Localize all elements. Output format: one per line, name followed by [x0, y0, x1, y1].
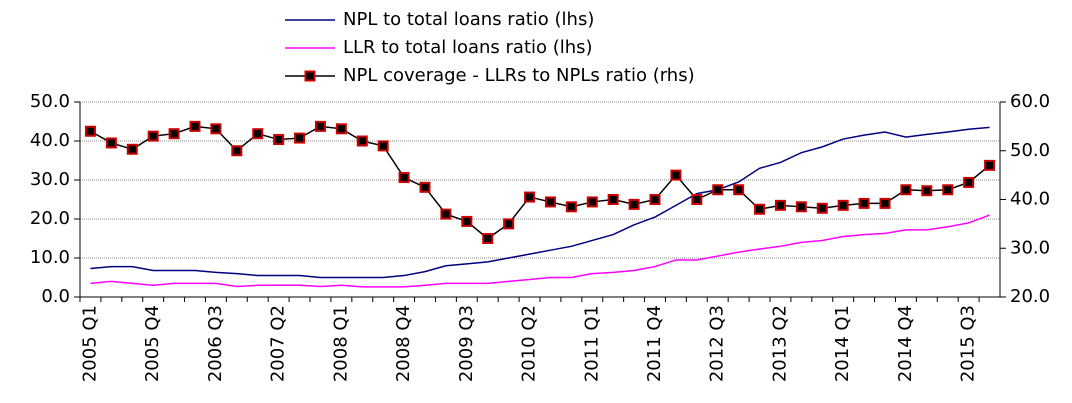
- x-tick-label: 2014 Q1: [832, 305, 853, 382]
- y2-tick-label: 40.0: [1010, 189, 1050, 210]
- marker: [524, 191, 536, 203]
- series-line: [90, 214, 990, 288]
- marker: [691, 194, 703, 205]
- x-tick-label: 2009 Q3: [456, 305, 477, 382]
- marker: [356, 135, 368, 147]
- marker: [126, 143, 138, 155]
- marker: [942, 184, 954, 196]
- marker: [921, 185, 933, 197]
- legend-marker: [304, 70, 316, 82]
- marker: [754, 203, 766, 215]
- x-tick-label: 2005 Q1: [79, 305, 100, 382]
- y2-tick-label: 60.0: [1010, 91, 1050, 112]
- marker: [294, 132, 306, 144]
- marker: [544, 196, 556, 208]
- y-tick-label: 10.0: [30, 247, 70, 268]
- marker: [816, 202, 828, 214]
- marker: [147, 130, 159, 142]
- marker: [670, 169, 682, 181]
- legend-label: NPL coverage - LLRs to NPLs ratio (rhs): [343, 65, 695, 86]
- series-line: [90, 125, 991, 240]
- marker: [712, 184, 724, 196]
- marker: [419, 181, 431, 193]
- x-tick-label: 2008 Q1: [330, 305, 351, 382]
- y-tick-label: 0.0: [41, 286, 70, 307]
- marker: [461, 215, 473, 227]
- marker: [879, 197, 891, 209]
- marker: [858, 197, 870, 209]
- marker: [210, 123, 222, 135]
- x-tick-label: 2013 Q2: [769, 305, 790, 382]
- y2-tick-label: 50.0: [1010, 140, 1050, 161]
- marker: [649, 194, 661, 205]
- marker: [963, 176, 975, 188]
- legend-label: NPL to total loans ratio (lhs): [343, 9, 594, 30]
- y-tick-label: 40.0: [30, 130, 70, 151]
- x-tick-label: 2011 Q1: [581, 305, 602, 382]
- marker: [774, 199, 786, 211]
- marker: [335, 123, 347, 135]
- marker: [314, 120, 326, 132]
- y-tick-label: 30.0: [30, 169, 70, 190]
- x-tick-label: 2006 Q3: [205, 305, 226, 382]
- marker: [503, 218, 515, 230]
- marker: [252, 128, 264, 140]
- x-tick-label: 2014 Q4: [895, 305, 916, 382]
- y2-tick-label: 30.0: [1010, 237, 1050, 258]
- marker: [733, 184, 745, 196]
- y2-tick-label: 20.0: [1010, 286, 1050, 307]
- x-tick-label: 2015 Q3: [958, 305, 979, 382]
- x-tick-label: 2010 Q2: [519, 305, 540, 382]
- marker: [837, 199, 849, 211]
- x-tick-label: 2011 Q4: [644, 305, 665, 382]
- marker: [377, 140, 389, 152]
- x-tick-label: 2005 Q4: [142, 305, 163, 382]
- legend-label: LLR to total loans ratio (lhs): [343, 37, 593, 58]
- marker: [984, 159, 996, 171]
- marker: [273, 134, 285, 146]
- marker: [565, 201, 577, 213]
- series-line: [90, 126, 990, 279]
- marker: [398, 172, 410, 184]
- x-tick-label: 2007 Q2: [268, 305, 289, 382]
- marker: [168, 128, 180, 140]
- x-tick-label: 2012 Q3: [707, 305, 728, 382]
- y-tick-label: 20.0: [30, 208, 70, 229]
- marker: [900, 184, 912, 196]
- marker: [628, 198, 640, 210]
- marker: [440, 208, 452, 220]
- y-tick-label: 50.0: [30, 91, 70, 112]
- marker: [482, 233, 494, 244]
- marker: [189, 120, 201, 132]
- marker: [84, 125, 96, 137]
- marker: [586, 196, 598, 208]
- marker: [607, 194, 619, 205]
- marker: [231, 145, 243, 157]
- marker: [105, 137, 117, 149]
- x-tick-label: 2008 Q4: [393, 305, 414, 382]
- marker: [795, 201, 807, 213]
